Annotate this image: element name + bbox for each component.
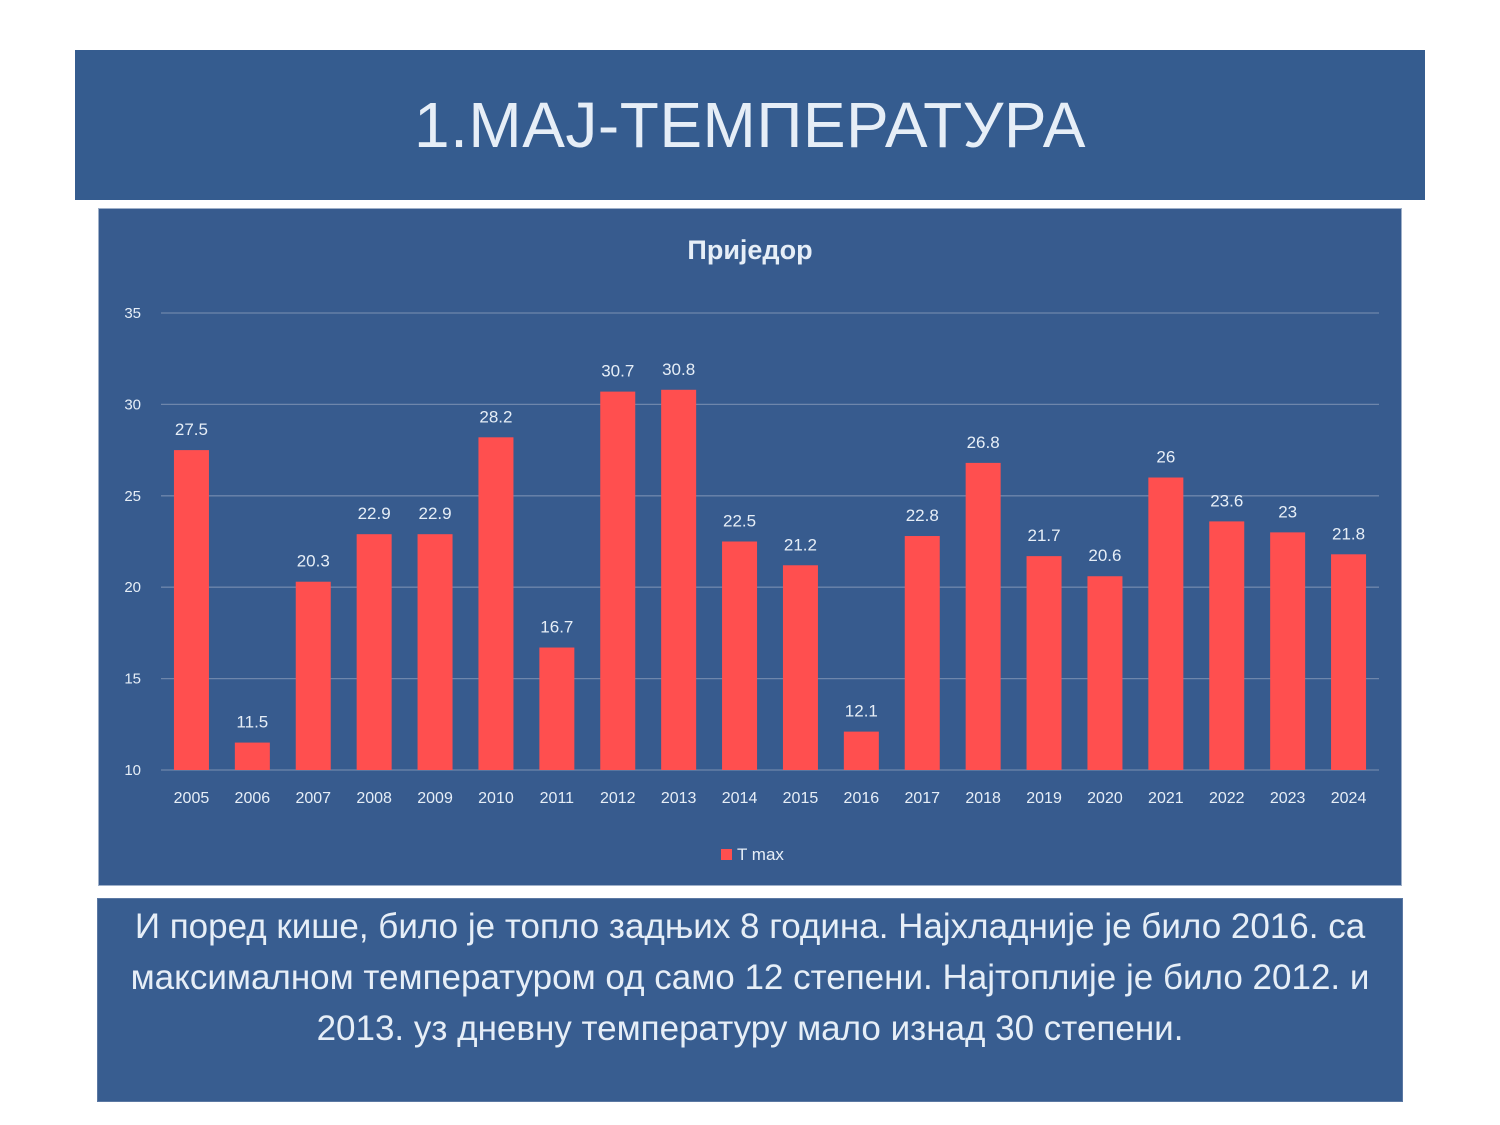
bar: [661, 389, 697, 770]
x-tick-label: 2015: [783, 790, 819, 807]
x-tick-label: 2021: [1148, 790, 1184, 807]
bar: [234, 742, 270, 770]
x-tick-label: 2014: [722, 790, 758, 807]
x-tick-label: 2011: [540, 790, 575, 807]
chart-panel: Приједор 27.5 11.5 20.3 22.9 22.9 28.2 16.7 30.…: [98, 208, 1402, 886]
data-label: 21.8: [1332, 524, 1365, 543]
bar: [1087, 576, 1123, 770]
y-tick-label: 10: [124, 762, 141, 779]
data-label: 22.8: [906, 506, 939, 525]
x-tick-label: 2009: [417, 790, 453, 807]
data-label: 11.5: [236, 713, 268, 732]
y-tick-label: 35: [124, 305, 141, 322]
bar-chart: Приједор 27.5 11.5 20.3 22.9 22.9 28.2 16.7 30.…: [124, 235, 1379, 864]
data-label: 20.6: [1088, 546, 1121, 565]
bar: [173, 450, 209, 770]
data-label: 30.8: [662, 360, 695, 379]
x-tick-label: 2005: [174, 790, 210, 807]
x-tick-label: 2013: [661, 790, 697, 807]
slide-title: 1.МАЈ-ТЕМПЕРАТУРА: [414, 89, 1086, 161]
x-tick-label: 2017: [904, 790, 940, 807]
x-tick-label: 2012: [600, 790, 636, 807]
x-tick-label: 2008: [356, 790, 392, 807]
bar: [539, 647, 575, 770]
bar: [295, 581, 331, 770]
y-tick-label: 25: [124, 488, 141, 505]
data-label: 22.9: [358, 504, 391, 523]
bar: [356, 534, 392, 770]
data-label: 28.2: [479, 407, 512, 426]
chart-title: Приједор: [687, 235, 812, 265]
bar: [478, 437, 514, 770]
data-label: 21.7: [1028, 526, 1061, 545]
bar: [1331, 554, 1367, 770]
x-tick-label: 2006: [235, 790, 271, 807]
data-label: 16.7: [540, 618, 573, 637]
bar: [1148, 477, 1184, 770]
legend-label: T max: [737, 845, 784, 864]
bar: [600, 391, 636, 770]
data-label: 21.2: [784, 535, 817, 554]
bar: [722, 541, 758, 770]
x-tick-label: 2016: [844, 790, 880, 807]
bar: [1026, 556, 1062, 770]
bar: [843, 731, 879, 770]
bar: [417, 534, 453, 770]
bar: [1270, 532, 1306, 770]
bar: [904, 536, 940, 770]
data-label: 12.1: [845, 702, 878, 721]
data-label: 22.9: [419, 504, 452, 523]
x-tick-label: 2022: [1209, 790, 1245, 807]
title-banner: 1.МАЈ-ТЕМПЕРАТУРА: [75, 50, 1425, 200]
x-tick-label: 2024: [1331, 790, 1367, 807]
data-label: 23: [1278, 502, 1297, 521]
legend: T max: [721, 845, 784, 864]
y-tick-label: 15: [124, 671, 141, 688]
x-tick-label: 2020: [1087, 790, 1123, 807]
x-tick-label: 2018: [965, 790, 1001, 807]
y-tick-label: 20: [124, 579, 141, 596]
data-label: 26: [1156, 448, 1175, 467]
caption-box: И поред кише, било је топло задњих 8 год…: [97, 898, 1403, 1102]
x-tick-label: 2019: [1026, 790, 1062, 807]
legend-swatch: [721, 849, 732, 860]
data-label: 20.3: [297, 552, 330, 571]
data-label: 26.8: [967, 433, 1000, 452]
x-tick-label: 2010: [478, 790, 514, 807]
bar: [1209, 521, 1245, 770]
data-label: 30.7: [601, 362, 634, 381]
bar: [965, 462, 1001, 770]
data-label: 22.5: [723, 512, 756, 531]
caption-text: И поред кише, било је топло задњих 8 год…: [130, 907, 1370, 1048]
bar: [782, 565, 818, 770]
y-tick-label: 30: [124, 396, 141, 413]
data-label: 27.5: [175, 420, 208, 439]
data-label: 23.6: [1210, 491, 1243, 510]
x-tick-label: 2023: [1270, 790, 1306, 807]
x-tick-label: 2007: [295, 790, 331, 807]
